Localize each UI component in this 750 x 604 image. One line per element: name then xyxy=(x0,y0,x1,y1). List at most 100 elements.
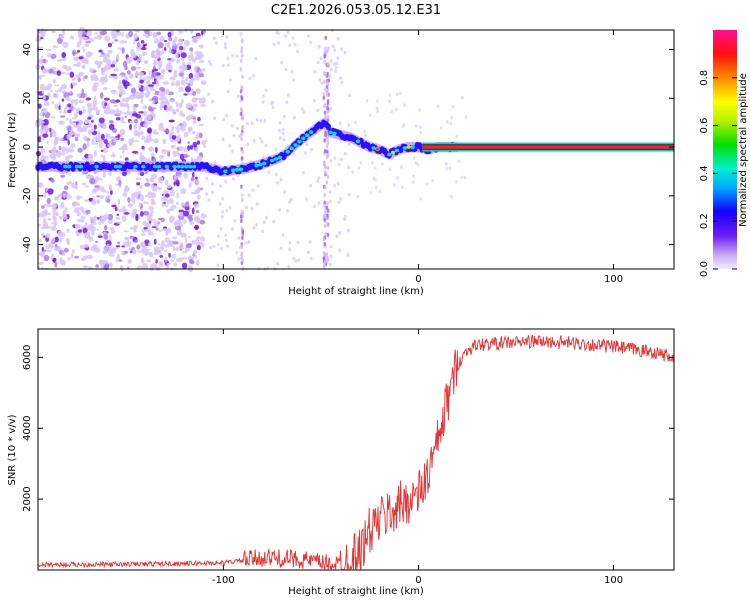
ridge-core xyxy=(94,164,99,169)
noise-speckle xyxy=(308,240,312,244)
noise-speckle xyxy=(53,196,59,201)
noise-speckle xyxy=(127,259,133,264)
noise-speckle xyxy=(166,184,172,189)
streak-speckle xyxy=(324,35,328,41)
noise-speckle xyxy=(191,97,198,103)
noise-speckle xyxy=(167,31,172,38)
streak-speckle xyxy=(240,244,244,250)
streak-speckle xyxy=(323,170,327,175)
noise-speckle xyxy=(120,155,123,159)
noise-speckle xyxy=(196,231,202,234)
noise-speckle xyxy=(116,117,121,121)
noise-speckle xyxy=(284,34,287,38)
noise-speckle xyxy=(158,242,161,246)
noise-speckle xyxy=(225,35,229,39)
noise-speckle xyxy=(329,59,333,63)
noise-speckle xyxy=(80,216,86,219)
noise-speckle xyxy=(338,121,342,125)
noise-speckle xyxy=(445,167,449,171)
noise-speckle xyxy=(240,193,244,197)
noise-speckle xyxy=(149,177,155,183)
noise-speckle xyxy=(70,143,76,148)
noise-speckle xyxy=(265,215,268,220)
noise-speckle xyxy=(121,98,127,102)
noise-speckle xyxy=(113,68,119,72)
noise-speckle xyxy=(151,99,155,105)
noise-speckle xyxy=(105,195,112,199)
noise-speckle xyxy=(448,166,452,171)
noise-speckle xyxy=(52,209,57,217)
noise-speckle xyxy=(85,97,92,101)
noise-speckle xyxy=(183,172,188,179)
ridge-core xyxy=(156,164,162,169)
noise-speckle xyxy=(230,227,234,231)
noise-speckle xyxy=(333,62,337,66)
noise-speckle xyxy=(109,234,112,242)
noise-speckle xyxy=(131,150,138,154)
noise-speckle xyxy=(139,194,145,202)
noise-speckle xyxy=(43,101,50,107)
noise-speckle xyxy=(449,194,453,199)
noise-speckle xyxy=(84,75,88,79)
noise-speckle xyxy=(115,247,119,250)
noise-speckle xyxy=(102,249,107,255)
streak-speckle xyxy=(323,79,326,85)
noise-speckle xyxy=(232,133,236,138)
noise-speckle xyxy=(111,109,117,115)
noise-speckle xyxy=(109,262,113,268)
noise-speckle xyxy=(306,34,310,38)
noise-speckle xyxy=(191,239,196,245)
noise-speckle xyxy=(148,146,155,152)
noise-speckle xyxy=(200,236,206,242)
ridge-core xyxy=(230,168,236,172)
noise-speckle xyxy=(136,182,141,186)
noise-speckle xyxy=(177,134,181,141)
noise-speckle xyxy=(187,92,194,96)
noise-speckle xyxy=(451,104,455,109)
streak-speckle xyxy=(240,218,243,224)
noise-speckle xyxy=(80,218,85,223)
streak-speckle xyxy=(240,252,243,257)
noise-speckle xyxy=(122,192,128,197)
streak-speckle xyxy=(240,132,243,137)
noise-speckle xyxy=(164,237,170,243)
noise-speckle xyxy=(53,247,59,252)
noise-speckle xyxy=(414,161,418,165)
noise-speckle xyxy=(179,65,182,70)
noise-speckle xyxy=(147,113,152,121)
noise-speckle xyxy=(40,55,44,59)
noise-speckle xyxy=(159,97,166,101)
noise-speckle xyxy=(70,99,76,103)
noise-speckle xyxy=(302,110,306,115)
noise-speckle xyxy=(334,65,338,70)
noise-speckle xyxy=(223,45,227,50)
noise-speckle xyxy=(187,145,191,151)
noise-speckle xyxy=(75,202,80,207)
noise-speckle xyxy=(224,233,228,237)
noise-speckle xyxy=(226,63,230,67)
noise-speckle xyxy=(217,234,221,238)
noise-speckle xyxy=(76,211,81,217)
noise-speckle xyxy=(96,228,99,231)
noise-speckle xyxy=(286,30,290,35)
noise-speckle xyxy=(137,58,142,62)
ridge-core xyxy=(172,164,177,169)
noise-speckle xyxy=(39,83,45,91)
noise-speckle xyxy=(164,98,169,104)
noise-speckle xyxy=(188,243,192,247)
noise-speckle xyxy=(163,104,168,111)
noise-speckle xyxy=(277,41,280,45)
noise-speckle xyxy=(192,130,196,135)
noise-speckle xyxy=(239,32,243,36)
noise-speckle xyxy=(63,248,69,253)
noise-speckle xyxy=(169,215,175,222)
ridge-outer xyxy=(325,123,331,131)
noise-speckle xyxy=(209,62,213,67)
noise-speckle xyxy=(85,41,91,44)
noise-speckle xyxy=(85,209,91,214)
noise-speckle xyxy=(73,56,79,62)
x-tick-label: 100 xyxy=(604,575,623,586)
noise-speckle xyxy=(45,48,52,52)
noise-speckle xyxy=(188,235,191,239)
noise-speckle xyxy=(185,41,190,45)
